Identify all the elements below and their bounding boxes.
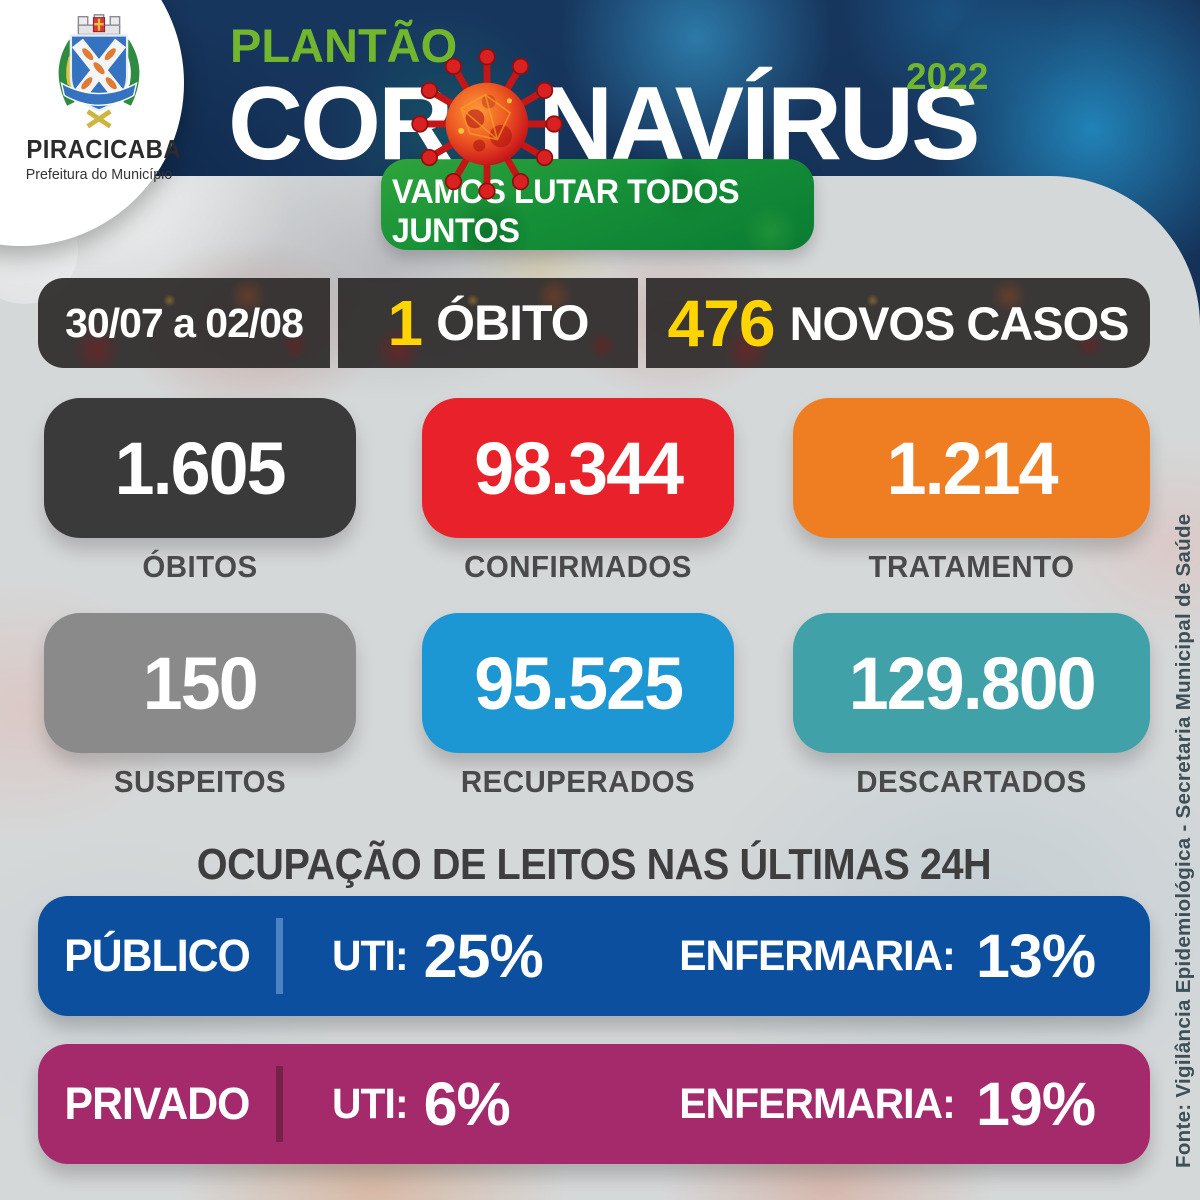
deaths-segment: 1 ÓBITO <box>338 278 638 368</box>
new-cases-segment: 476 NOVOS CASOS <box>646 278 1150 368</box>
stat-card-suspeitos: 150 SUSPEITOS <box>44 613 356 800</box>
uti-value: 25% <box>423 922 544 990</box>
new-cases-label: NOVOS CASOS <box>789 296 1130 350</box>
stat-card-tratamento: 1.214 TRATAMENTO <box>793 398 1150 585</box>
year-badge: 2022 <box>906 56 989 97</box>
stat-card-obitos: 1.605 ÓBITOS <box>44 398 356 585</box>
title-part-right: NAVÍRUS <box>538 66 980 182</box>
new-cases-value: 476 <box>667 286 775 360</box>
uti-stat: UTI: 6% <box>330 1044 511 1164</box>
enfermaria-stat: ENFERMARIA: 19% <box>672 1044 1096 1164</box>
stat-value: 150 <box>143 641 259 725</box>
city-logo: PIRACICABA Prefeitura do Município <box>20 12 182 183</box>
stat-value: 98.344 <box>474 426 684 510</box>
stat-label: DESCARTADOS <box>856 764 1087 799</box>
uti-label: UTI: <box>331 931 409 980</box>
stat-value: 129.800 <box>848 641 1097 725</box>
stat-label: CONFIRMADOS <box>464 549 692 584</box>
kicker: PLANTÃO <box>230 19 458 72</box>
stat-label: ÓBITOS <box>142 549 258 584</box>
stat-card-descartados: 129.800 DESCARTADOS <box>793 613 1150 800</box>
enfermaria-stat: ENFERMARIA: 13% <box>672 896 1096 1016</box>
main-title: COR <box>228 48 980 200</box>
uti-value: 6% <box>423 1070 511 1138</box>
enfermaria-label: ENFERMARIA: <box>679 931 955 980</box>
stat-card-confirmados: 98.344 CONFIRMADOS <box>422 398 734 585</box>
stat-value-box: 129.800 <box>793 613 1150 753</box>
stat-card-recuperados: 95.525 RECUPERADOS <box>422 613 734 800</box>
coronavirus-icon <box>411 48 563 200</box>
period-segment: 30/07 a 02/08 <box>38 278 330 368</box>
enfermaria-label: ENFERMARIA: <box>679 1079 955 1128</box>
enfermaria-value: 19% <box>975 1070 1096 1138</box>
divider <box>276 1066 283 1142</box>
stat-label: TRATAMENTO <box>868 549 1075 584</box>
occupancy-row-publico: PÚBLICO UTI: 25% ENFERMARIA: 13% <box>38 896 1150 1016</box>
deaths-value: 1 <box>387 287 423 359</box>
occupancy-row-privado: PRIVADO UTI: 6% ENFERMARIA: 19% <box>38 1044 1150 1164</box>
virus-slot <box>411 48 563 200</box>
logo-subtitle: Prefeitura do Município <box>25 166 173 183</box>
stat-value: 95.525 <box>474 641 684 725</box>
enfermaria-value: 13% <box>975 922 1096 990</box>
stat-value-box: 1.214 <box>793 398 1150 538</box>
stat-label: RECUPERADOS <box>460 764 696 799</box>
stat-value: 1.214 <box>886 426 1059 510</box>
sector-label: PÚBLICO <box>64 930 251 981</box>
summary-bar: 30/07 a 02/08 1 ÓBITO 476 NOVOS CASOS <box>38 278 1150 368</box>
stat-value-box: 1.605 <box>44 398 356 538</box>
deaths-label: ÓBITO <box>436 295 589 351</box>
uti-label: UTI: <box>331 1079 409 1128</box>
uti-stat: UTI: 25% <box>330 896 544 1016</box>
city-crest-icon <box>58 14 140 129</box>
stat-value-box: 98.344 <box>422 398 734 538</box>
stat-value-box: 150 <box>44 613 356 753</box>
sector-label: PRIVADO <box>64 1078 251 1129</box>
occupancy-heading: OCUPAÇÃO DE LEITOS NAS ÚLTIMAS 24H <box>196 840 992 889</box>
source-note: Fonte: Vigilância Epidemiológica - Secre… <box>1172 513 1195 1168</box>
stat-value-box: 95.525 <box>422 613 734 753</box>
logo-city-name: PIRACICABA <box>26 134 182 164</box>
stat-value: 1.605 <box>115 426 287 510</box>
stat-label: SUSPEITOS <box>113 764 287 799</box>
divider <box>276 918 283 994</box>
period-text: 30/07 a 02/08 <box>65 299 304 346</box>
